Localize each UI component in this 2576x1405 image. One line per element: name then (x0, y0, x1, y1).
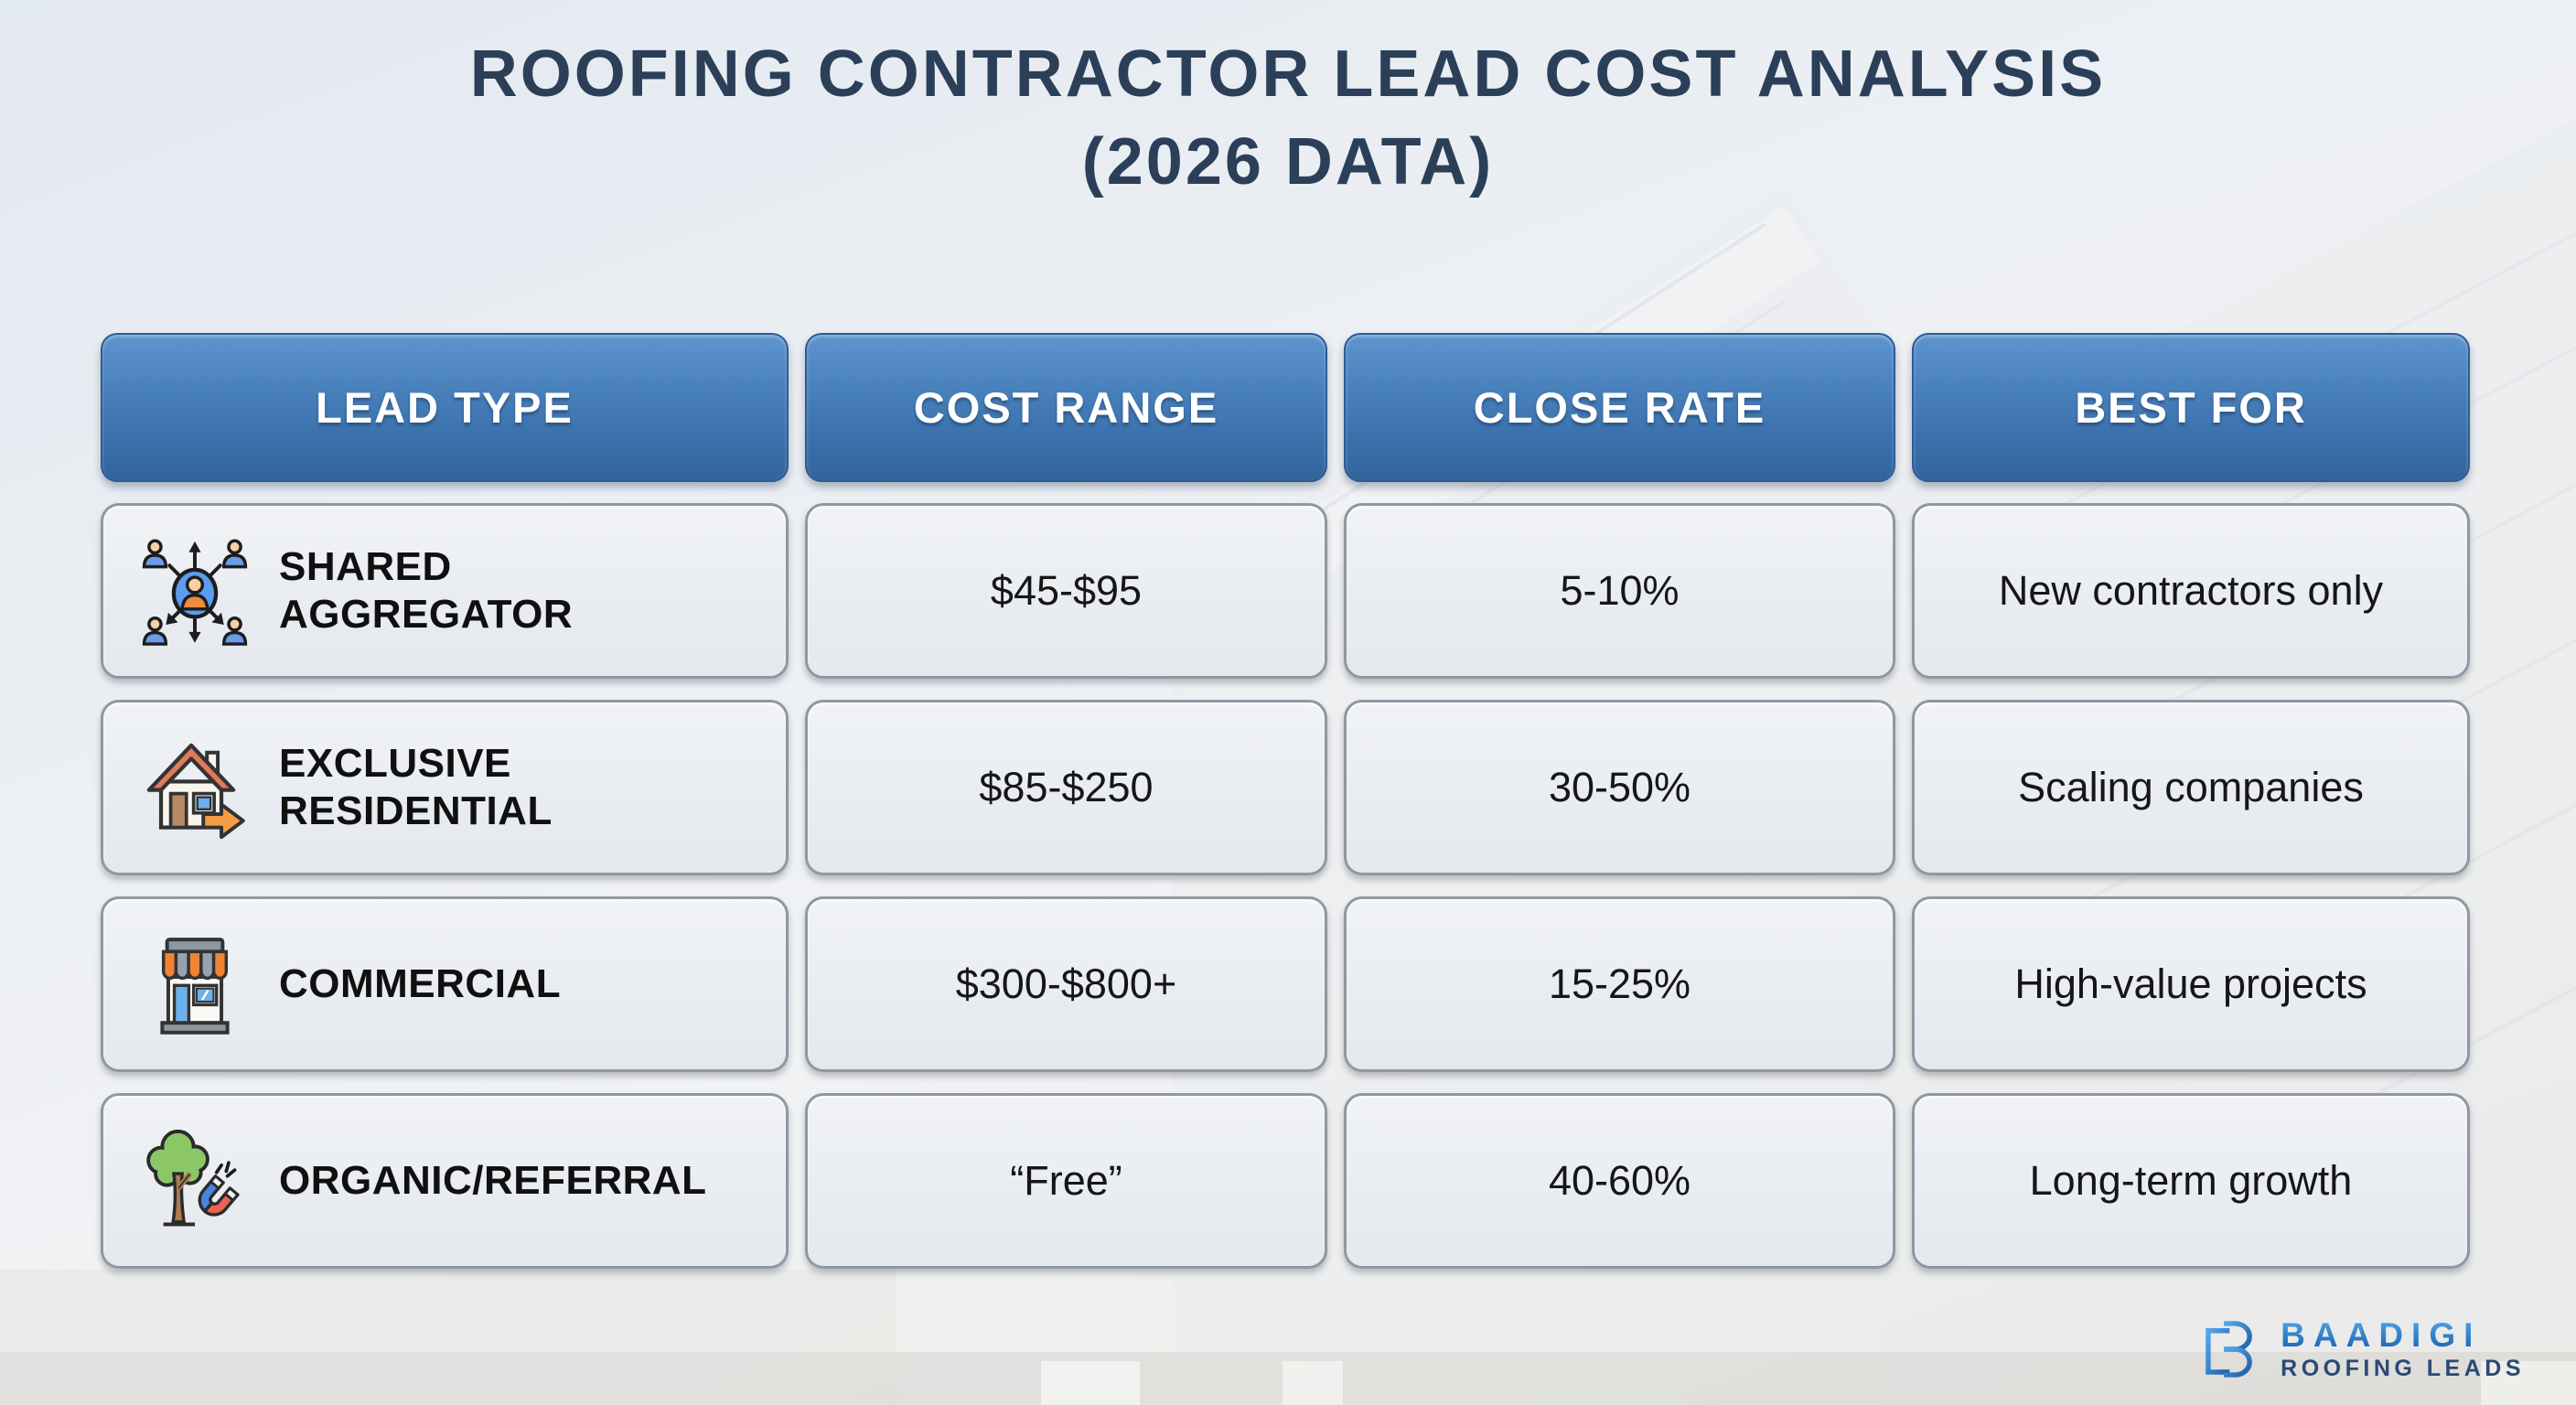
title-line-1: ROOFING CONTRACTOR LEAD COST ANALYSIS (469, 38, 2107, 111)
brand-tagline: ROOFING LEADS (2281, 1355, 2525, 1381)
table-row-cost-range-cell: $300-$800+ (805, 896, 1327, 1072)
tree-magnet-icon (134, 1117, 255, 1245)
header-best-for: BEST FOR (1912, 333, 2470, 482)
table-row-cost-range-cell: $45-$95 (805, 503, 1327, 679)
lead-type-label: EXCLUSIVE RESIDENTIAL (279, 741, 553, 833)
lead-type-label: COMMERCIAL (279, 961, 562, 1007)
table-row-close-rate-cell: 30-50% (1344, 700, 1895, 875)
baadigi-logo-icon (2206, 1321, 2252, 1378)
table-row-lead-type-cell: SHARED AGGREGATOR (101, 503, 789, 679)
header-lead-type: LEAD TYPE (101, 333, 789, 482)
table-row-cost-range-cell: “Free” (805, 1093, 1327, 1269)
header-close-rate: CLOSE RATE (1344, 333, 1895, 482)
table-row-cost-range-cell: $85-$250 (805, 700, 1327, 875)
table-row-best-for-cell: High-value projects (1912, 896, 2470, 1072)
title-line-2: (2026 DATA) (1081, 124, 1495, 198)
brand-logo: BAADIGI ROOFING LEADS (2198, 1314, 2525, 1385)
people-network-icon (134, 527, 255, 655)
table-row-lead-type-cell: COMMERCIAL (101, 896, 789, 1072)
storefront-icon (134, 920, 255, 1048)
lead-type-label: SHARED AGGREGATOR (279, 544, 574, 637)
table-row-close-rate-cell: 15-25% (1344, 896, 1895, 1072)
house-arrow-icon (134, 724, 255, 852)
lead-cost-table: LEAD TYPE COST RANGE CLOSE RATE BEST FOR (101, 333, 2470, 1269)
page-title: ROOFING CONTRACTOR LEAD COST ANALYSIS (2… (0, 38, 2576, 199)
header-cost-range: COST RANGE (805, 333, 1327, 482)
table-row-lead-type-cell: EXCLUSIVE RESIDENTIAL (101, 700, 789, 875)
brand-name: BAADIGI (2281, 1317, 2525, 1354)
table-row-best-for-cell: Scaling companies (1912, 700, 2470, 875)
table-row-best-for-cell: New contractors only (1912, 503, 2470, 679)
table-row-best-for-cell: Long-term growth (1912, 1093, 2470, 1269)
table-row-close-rate-cell: 5-10% (1344, 503, 1895, 679)
lead-type-label: ORGANIC/REFERRAL (279, 1158, 707, 1204)
table-row-lead-type-cell: ORGANIC/REFERRAL (101, 1093, 789, 1269)
table-row-close-rate-cell: 40-60% (1344, 1093, 1895, 1269)
